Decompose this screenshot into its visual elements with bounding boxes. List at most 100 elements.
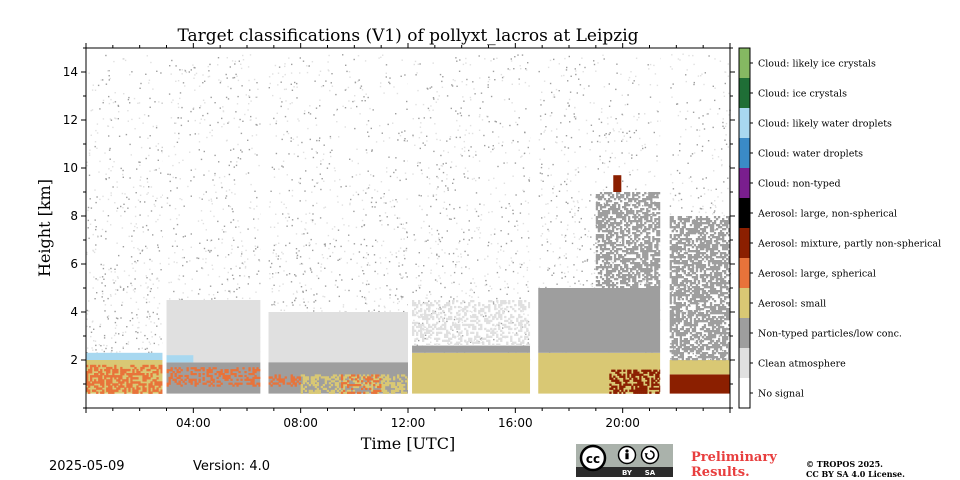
- layer-cell: [366, 382, 370, 385]
- speckle-point: [516, 220, 518, 222]
- speckle-point: [585, 206, 587, 208]
- speckle-point: [517, 229, 519, 231]
- speckle-point: [656, 84, 659, 87]
- speckle-point: [99, 325, 101, 328]
- speckle-point: [214, 172, 216, 175]
- speckle-point: [253, 208, 255, 210]
- speckle-point: [112, 101, 115, 104]
- speckle-point: [728, 114, 730, 116]
- speckle-point: [516, 327, 518, 329]
- speckle-point: [707, 113, 709, 115]
- speckle-point: [565, 253, 567, 255]
- speckle-point: [573, 236, 576, 238]
- speckle-point: [448, 218, 451, 220]
- layer-cell: [102, 373, 105, 376]
- speckle-point: [578, 238, 581, 240]
- speckle-point: [221, 117, 223, 120]
- speckle-point: [133, 247, 135, 249]
- speckle-point: [527, 62, 529, 64]
- speckle-point: [473, 339, 475, 341]
- speckle-point: [114, 268, 116, 270]
- layer-cell: [371, 378, 374, 381]
- layer-cell: [174, 374, 177, 378]
- layer-cell: [300, 385, 303, 389]
- layer-cell: [228, 382, 231, 385]
- speckle-point: [244, 265, 247, 268]
- speckle-point: [465, 129, 467, 131]
- layer-cell: [104, 375, 107, 378]
- speckle-point: [543, 148, 545, 150]
- speckle-point: [373, 254, 376, 256]
- speckle-point: [122, 173, 124, 176]
- speckle-point: [458, 70, 461, 72]
- speckle-point: [148, 318, 150, 320]
- speckle-point: [94, 340, 97, 342]
- speckle-point: [403, 160, 405, 162]
- speckle-point: [714, 210, 716, 212]
- speckle-point: [222, 106, 224, 108]
- speckle-point: [642, 205, 644, 207]
- speckle-point: [225, 256, 227, 258]
- layer-cell: [218, 380, 221, 383]
- speckle-point: [698, 117, 700, 119]
- speckle-point: [319, 99, 321, 101]
- layer-cell: [347, 385, 350, 389]
- speckle-point: [423, 325, 425, 328]
- speckle-point: [218, 79, 220, 81]
- speckle-point: [438, 275, 440, 277]
- layer-cell: [186, 367, 189, 370]
- speckle-point: [374, 189, 376, 191]
- speckle-point: [249, 297, 251, 300]
- speckle-point: [456, 314, 458, 316]
- speckle-point: [86, 313, 89, 315]
- speckle-point: [102, 99, 105, 102]
- speckle-point: [145, 324, 147, 327]
- layer-cell: [120, 366, 123, 370]
- speckle-point: [116, 264, 118, 266]
- speckle-point: [708, 55, 710, 57]
- speckle-point: [586, 280, 588, 282]
- speckle-point: [168, 257, 170, 259]
- speckle-point: [133, 291, 136, 293]
- speckle-point: [672, 154, 674, 156]
- layer-cell: [236, 369, 239, 372]
- speckle-point: [593, 272, 596, 274]
- speckle-point: [698, 211, 700, 213]
- speckle-point: [184, 70, 187, 72]
- speckle-point: [106, 345, 108, 347]
- speckle-point: [469, 96, 472, 99]
- speckle-point: [135, 262, 137, 264]
- speckle-point: [114, 101, 117, 103]
- speckle-point: [510, 240, 513, 242]
- speckle-point: [714, 87, 716, 89]
- speckle-point: [172, 176, 174, 179]
- layer-cell: [112, 371, 115, 374]
- speckle-point: [688, 177, 690, 179]
- speckle-point: [160, 338, 162, 340]
- speckle-point: [337, 201, 339, 203]
- speckle-point: [134, 128, 136, 130]
- speckle-point: [602, 162, 604, 164]
- layer-block: [412, 352, 531, 394]
- speckle-point: [686, 314, 689, 317]
- layer-cell: [168, 369, 171, 372]
- speckle-point: [294, 299, 296, 301]
- speckle-point: [649, 96, 652, 98]
- speckle-point: [112, 166, 114, 168]
- speckle-point: [278, 66, 281, 68]
- layer-cell: [399, 384, 402, 387]
- layer-cell: [403, 384, 406, 387]
- layer-cell: [114, 383, 117, 386]
- layer-cell: [254, 384, 257, 387]
- speckle-point: [219, 82, 222, 84]
- speckle-point: [550, 130, 553, 132]
- speckle-point: [99, 108, 101, 110]
- speckle-point: [148, 82, 150, 84]
- layer-cell: [206, 369, 209, 372]
- speckle-point: [526, 266, 529, 269]
- speckle-point: [519, 65, 521, 67]
- speckle-point: [687, 162, 689, 164]
- speckle-point: [461, 290, 463, 292]
- speckle-point: [414, 60, 417, 63]
- speckle-point: [446, 178, 448, 180]
